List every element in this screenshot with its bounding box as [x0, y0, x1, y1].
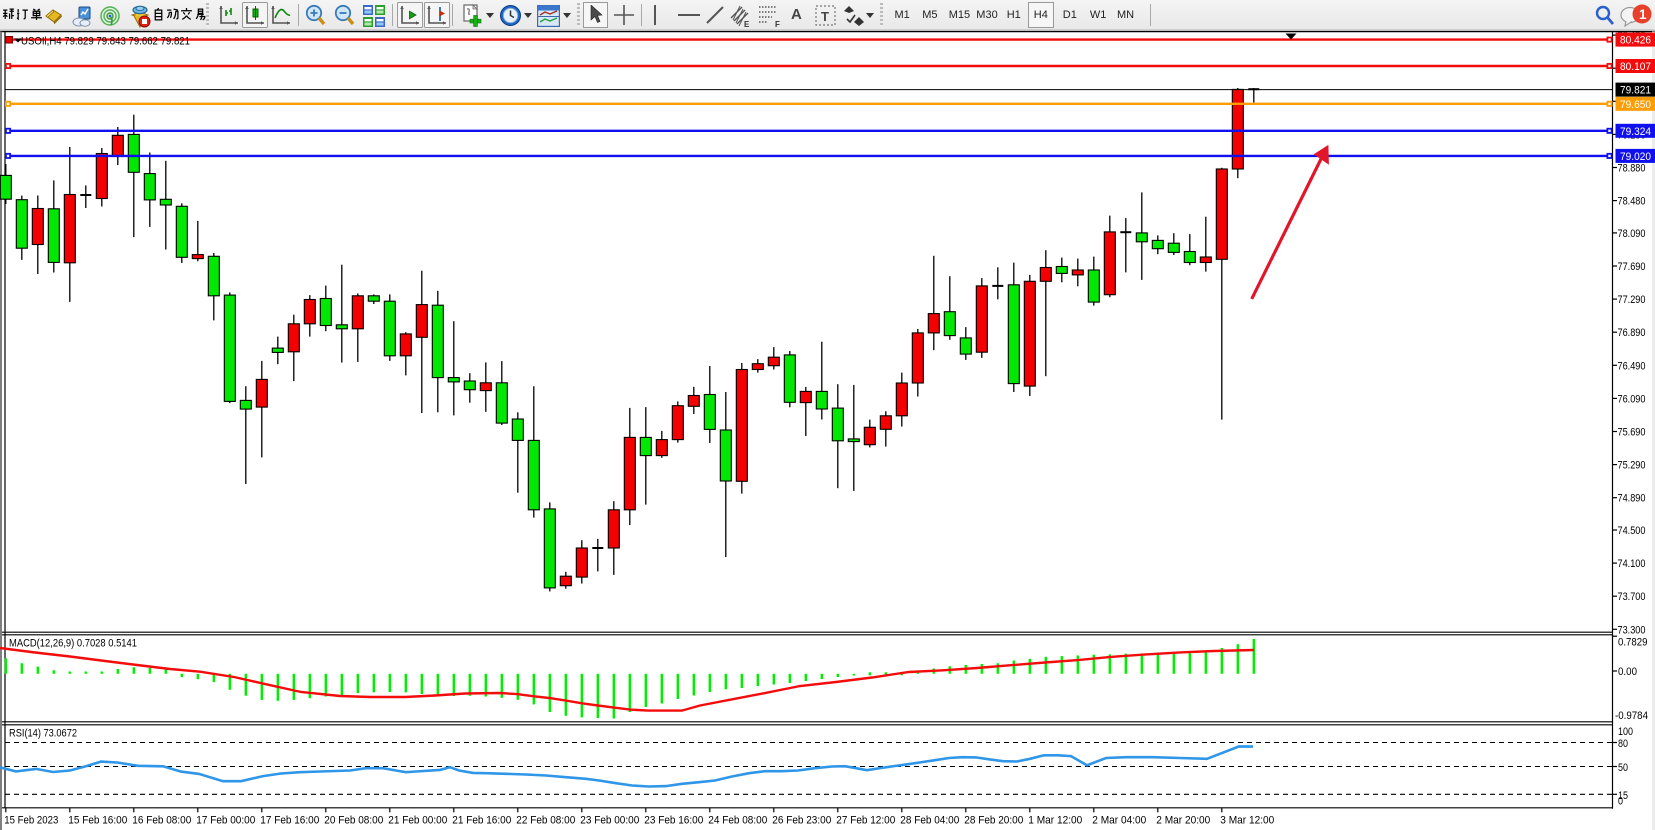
svg-text:80.107: 80.107: [1620, 61, 1651, 73]
svg-text:15: 15: [1618, 790, 1628, 802]
svg-text:15 Feb 16:00: 15 Feb 16:00: [68, 815, 127, 827]
svg-text:0.00: 0.00: [1618, 666, 1637, 678]
svg-text:77.290: 77.290: [1618, 294, 1646, 306]
svg-text:23 Feb 00:00: 23 Feb 00:00: [580, 815, 639, 827]
svg-text:80: 80: [1618, 738, 1628, 750]
svg-text:USOIl,H4 79.829 79.843 79.662: USOIl,H4 79.829 79.843 79.662 79.821: [21, 36, 190, 48]
svg-text:0: 0: [1618, 796, 1623, 808]
svg-text:17 Feb 00:00: 17 Feb 00:00: [196, 815, 255, 827]
svg-text:16 Feb 08:00: 16 Feb 08:00: [132, 815, 191, 827]
svg-text:1 Mar 12:00: 1 Mar 12:00: [1028, 815, 1082, 827]
svg-text:20 Feb 08:00: 20 Feb 08:00: [324, 815, 383, 827]
svg-text:T: T: [821, 9, 829, 24]
svg-text:MACD(12,26,9) 0.7028 0.5141: MACD(12,26,9) 0.7028 0.5141: [9, 638, 137, 650]
svg-text:2 Mar 04:00: 2 Mar 04:00: [1092, 815, 1146, 827]
svg-text:76.490: 76.490: [1618, 360, 1646, 372]
svg-text:E: E: [744, 20, 750, 28]
svg-text:3 Mar 12:00: 3 Mar 12:00: [1220, 815, 1274, 827]
svg-text:23 Feb 16:00: 23 Feb 16:00: [644, 815, 703, 827]
svg-text:79.324: 79.324: [1620, 126, 1651, 138]
svg-text:75.690: 75.690: [1618, 427, 1646, 439]
svg-text:24 Feb 08:00: 24 Feb 08:00: [708, 815, 767, 827]
svg-text:15 Feb 2023: 15 Feb 2023: [4, 815, 58, 827]
svg-text:74.890: 74.890: [1618, 493, 1646, 505]
svg-text:1: 1: [1639, 7, 1647, 22]
svg-text:75.290: 75.290: [1618, 460, 1646, 472]
svg-text:26 Feb 23:00: 26 Feb 23:00: [772, 815, 831, 827]
svg-text:73.700: 73.700: [1618, 591, 1646, 603]
svg-text:74.100: 74.100: [1618, 558, 1646, 570]
svg-text:73.300: 73.300: [1618, 624, 1646, 636]
svg-text:76.890: 76.890: [1618, 327, 1646, 339]
svg-text:-0.9784: -0.9784: [1615, 710, 1648, 722]
svg-text:22 Feb 08:00: 22 Feb 08:00: [516, 815, 575, 827]
svg-text:78.480: 78.480: [1618, 196, 1646, 208]
svg-text:17 Feb 16:00: 17 Feb 16:00: [260, 815, 319, 827]
svg-text:79.650: 79.650: [1620, 99, 1651, 111]
svg-text:100: 100: [1618, 726, 1633, 738]
svg-text:77.690: 77.690: [1618, 261, 1646, 273]
svg-text:78.090: 78.090: [1618, 228, 1646, 240]
svg-text:50: 50: [1618, 762, 1628, 774]
svg-text:80.426: 80.426: [1620, 35, 1651, 47]
svg-text:27 Feb 12:00: 27 Feb 12:00: [836, 815, 895, 827]
svg-text:28 Feb 20:00: 28 Feb 20:00: [964, 815, 1023, 827]
svg-text:76.090: 76.090: [1618, 393, 1646, 405]
svg-text:74.500: 74.500: [1618, 525, 1646, 537]
svg-text:28 Feb 04:00: 28 Feb 04:00: [900, 815, 959, 827]
svg-text:0.7829: 0.7829: [1618, 636, 1648, 648]
svg-text:F: F: [775, 20, 780, 28]
svg-text:21 Feb 00:00: 21 Feb 00:00: [388, 815, 447, 827]
svg-text:78.880: 78.880: [1618, 163, 1646, 175]
svg-text:RSI(14) 73.0672: RSI(14) 73.0672: [9, 728, 77, 740]
svg-text:21 Feb 16:00: 21 Feb 16:00: [452, 815, 511, 827]
svg-text:79.020: 79.020: [1620, 151, 1651, 163]
svg-text:2 Mar 20:00: 2 Mar 20:00: [1156, 815, 1210, 827]
svg-text:79.821: 79.821: [1620, 85, 1651, 97]
